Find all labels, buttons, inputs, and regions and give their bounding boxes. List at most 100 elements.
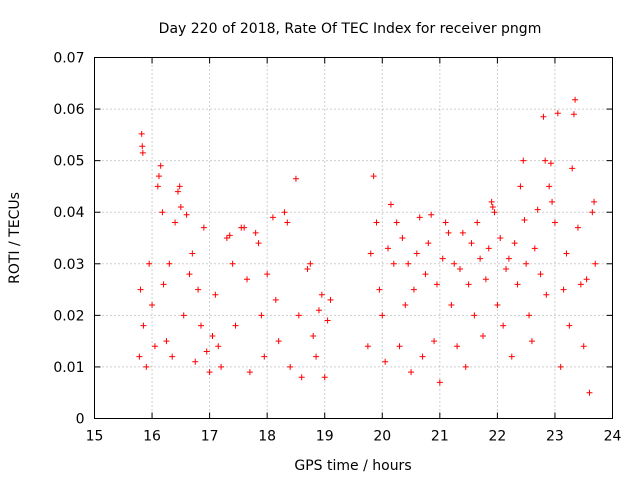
- data-point: [505, 255, 512, 262]
- data-point: [583, 276, 590, 283]
- data-point: [572, 96, 579, 103]
- data-point: [139, 143, 146, 150]
- data-point: [176, 183, 183, 190]
- data-point: [591, 198, 598, 205]
- data-point: [413, 250, 420, 257]
- data-point: [226, 232, 233, 239]
- data-point: [416, 214, 423, 221]
- data-point: [433, 281, 440, 288]
- data-point: [497, 235, 504, 241]
- data-point: [520, 157, 527, 164]
- data-point: [281, 209, 288, 216]
- data-point: [431, 338, 438, 345]
- x-tick-label: 24: [604, 429, 622, 445]
- data-point: [523, 260, 530, 267]
- data-point: [428, 211, 435, 218]
- data-point: [393, 219, 400, 226]
- data-point: [143, 363, 150, 370]
- data-point: [569, 165, 576, 172]
- data-point: [402, 302, 409, 309]
- data-point: [468, 240, 475, 247]
- data-point: [160, 281, 167, 288]
- data-point: [321, 374, 328, 381]
- data-point: [209, 332, 216, 339]
- data-point: [261, 353, 268, 360]
- data-point: [370, 173, 377, 180]
- data-point: [200, 224, 207, 231]
- x-tick-label: 23: [546, 429, 564, 445]
- data-point: [540, 113, 547, 120]
- data-point: [456, 265, 463, 272]
- data-point: [542, 157, 549, 164]
- data-point: [241, 224, 248, 231]
- y-axis-label: ROTI / TECUs: [7, 192, 23, 284]
- data-point: [183, 211, 190, 218]
- data-point: [186, 271, 193, 278]
- data-point: [442, 219, 449, 226]
- data-point: [482, 276, 489, 283]
- x-tick-label: 21: [431, 429, 449, 445]
- data-point: [313, 353, 320, 360]
- data-point: [195, 286, 202, 293]
- data-point: [189, 250, 196, 257]
- data-point: [292, 175, 299, 182]
- data-point: [408, 369, 415, 376]
- data-point: [471, 312, 478, 319]
- data-point: [287, 363, 294, 370]
- y-tick-label: 0: [76, 412, 85, 428]
- data-point: [422, 271, 429, 278]
- data-point: [488, 198, 495, 205]
- data-point: [563, 250, 570, 257]
- data-point: [503, 265, 510, 272]
- y-tick-label: 0.05: [53, 154, 84, 170]
- data-point: [146, 260, 153, 267]
- data-point: [534, 206, 541, 213]
- data-point: [477, 255, 484, 262]
- data-point: [252, 229, 259, 236]
- data-point: [405, 260, 412, 267]
- data-point: [454, 343, 461, 350]
- data-point: [382, 358, 389, 365]
- y-tick-label: 0.07: [53, 51, 84, 67]
- data-point: [543, 291, 550, 298]
- data-point: [511, 240, 518, 247]
- x-tick-label: 16: [143, 429, 161, 445]
- data-point: [465, 281, 472, 288]
- data-point: [139, 149, 146, 156]
- data-point: [485, 245, 492, 252]
- data-point: [528, 338, 535, 345]
- data-point: [206, 369, 213, 376]
- data-point: [174, 188, 181, 195]
- data-point: [367, 250, 374, 257]
- data-point: [138, 130, 145, 137]
- data-point: [197, 322, 204, 329]
- data-point: [474, 219, 481, 226]
- data-point: [551, 219, 558, 226]
- data-point: [589, 209, 596, 216]
- y-tick-label: 0.02: [53, 308, 84, 324]
- data-point: [136, 353, 143, 360]
- data-point: [307, 260, 314, 267]
- data-point: [580, 343, 587, 350]
- data-point: [315, 307, 322, 314]
- axis-ticks: [94, 57, 613, 419]
- data-point: [203, 348, 210, 355]
- data-point: [379, 312, 386, 319]
- data-point: [232, 322, 239, 329]
- plot-frame: [94, 57, 613, 419]
- chart-title: Day 220 of 2018, Rate Of TEC Index for r…: [159, 21, 542, 37]
- data-point: [298, 374, 305, 381]
- data-point: [272, 296, 279, 303]
- data-point: [436, 379, 443, 386]
- data-point: [385, 245, 392, 252]
- data-point: [157, 162, 164, 169]
- data-point: [169, 353, 176, 360]
- data-point: [364, 343, 371, 350]
- data-point: [577, 281, 584, 288]
- x-tick-label: 15: [86, 429, 104, 445]
- data-point: [494, 302, 501, 309]
- data-point: [574, 224, 581, 231]
- y-tick-label: 0.03: [53, 257, 84, 273]
